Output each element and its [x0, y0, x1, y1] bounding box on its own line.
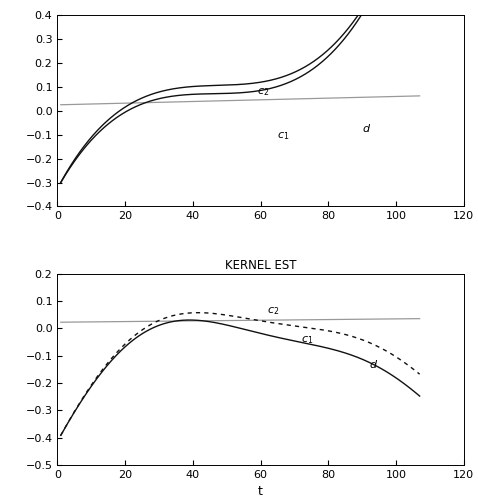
X-axis label: t: t: [258, 486, 263, 498]
Title: KERNEL EST: KERNEL EST: [225, 260, 296, 272]
Text: $d$: $d$: [362, 122, 371, 134]
Text: $c_2$: $c_2$: [267, 305, 280, 317]
Text: $d$: $d$: [369, 358, 378, 370]
Text: $c_1$: $c_1$: [301, 334, 314, 345]
Text: $c_2$: $c_2$: [257, 86, 270, 98]
Text: $c_1$: $c_1$: [277, 130, 290, 142]
